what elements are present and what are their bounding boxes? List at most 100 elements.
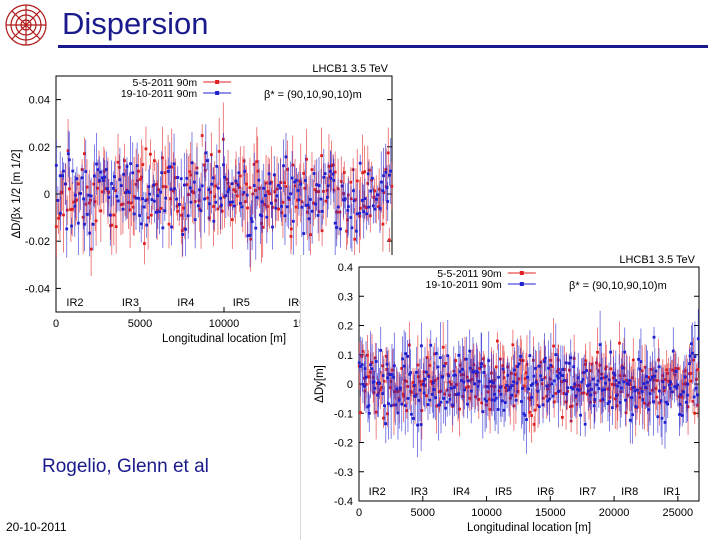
data-point <box>487 359 491 363</box>
data-point <box>426 403 430 406</box>
data-point <box>92 182 96 186</box>
data-point <box>648 401 651 405</box>
data-point <box>75 198 79 202</box>
data-point <box>243 169 247 173</box>
data-point <box>490 398 494 402</box>
data-point <box>461 367 464 371</box>
data-point <box>523 413 527 417</box>
data-point <box>433 379 437 382</box>
data-point <box>294 178 298 182</box>
data-point <box>397 398 401 402</box>
data-point <box>155 208 159 212</box>
data-point <box>400 367 404 370</box>
data-point <box>463 388 466 392</box>
data-point <box>695 377 698 381</box>
data-point <box>76 182 80 186</box>
y-tick-label: 0.3 <box>338 291 353 303</box>
data-point <box>364 375 368 379</box>
data-point <box>477 379 481 383</box>
x-tick-label: 20000 <box>599 507 630 519</box>
data-point <box>586 384 589 388</box>
data-point <box>586 389 590 393</box>
data-point <box>210 182 214 186</box>
data-point <box>314 202 317 206</box>
data-point <box>442 397 446 400</box>
data-point <box>583 422 587 426</box>
data-point <box>487 397 491 401</box>
data-point <box>419 383 423 387</box>
data-point <box>161 185 165 188</box>
data-point <box>386 151 390 155</box>
data-point <box>203 197 207 201</box>
data-point <box>423 377 427 381</box>
data-point <box>481 410 485 413</box>
data-point <box>402 364 406 368</box>
data-point <box>180 229 184 232</box>
data-point <box>315 183 319 187</box>
data-point <box>232 204 236 208</box>
data-point <box>591 377 595 381</box>
y-tick-label: -0.3 <box>334 467 353 479</box>
data-point <box>290 176 294 180</box>
data-point <box>137 169 140 173</box>
data-point <box>501 367 505 371</box>
data-point <box>401 357 405 361</box>
data-point <box>195 171 199 175</box>
data-point <box>631 413 635 417</box>
y-tick-label: 0.1 <box>338 350 353 362</box>
data-point <box>448 380 452 384</box>
data-point <box>610 406 614 410</box>
data-point <box>200 134 204 137</box>
data-point <box>654 369 658 373</box>
data-point <box>416 363 420 367</box>
data-point <box>607 378 611 382</box>
data-point <box>646 380 649 384</box>
data-point <box>484 385 488 388</box>
data-point <box>79 192 83 195</box>
data-point <box>459 379 463 382</box>
data-point <box>213 195 217 198</box>
data-point <box>624 398 627 402</box>
y-tick-label: 0 <box>44 189 50 201</box>
data-point <box>437 390 441 394</box>
data-point <box>376 193 380 197</box>
data-point <box>367 411 371 415</box>
data-point <box>652 400 655 404</box>
data-point <box>281 200 285 204</box>
data-point <box>465 375 469 379</box>
data-point <box>572 357 576 360</box>
data-point <box>340 184 344 188</box>
data-point <box>515 381 519 385</box>
data-point <box>502 408 506 412</box>
data-point <box>61 174 64 178</box>
data-point <box>497 389 501 393</box>
data-point <box>224 194 228 198</box>
data-point <box>464 357 468 361</box>
y-axis-label: ΔD/βx 1/2 [m 1/2] <box>11 149 23 238</box>
data-point <box>328 175 332 179</box>
data-point <box>510 372 513 375</box>
data-point <box>452 373 456 377</box>
data-point <box>331 172 335 176</box>
data-point <box>514 398 518 402</box>
data-point <box>170 165 174 169</box>
data-point <box>193 218 197 222</box>
data-point <box>644 386 647 389</box>
data-point <box>328 169 332 173</box>
data-point <box>110 223 114 227</box>
data-point <box>590 362 594 366</box>
data-point <box>170 225 173 229</box>
data-point <box>534 380 538 384</box>
data-point <box>279 186 282 190</box>
data-point <box>323 172 327 176</box>
data-point <box>128 191 131 194</box>
data-point <box>519 354 522 358</box>
data-point <box>403 404 407 407</box>
data-point <box>169 187 173 191</box>
data-point <box>628 418 632 422</box>
data-point <box>264 181 268 185</box>
data-point <box>454 373 457 377</box>
data-point <box>569 386 573 389</box>
legend-beta-star: β* = (90,10,90,10)m <box>264 89 362 101</box>
data-point <box>528 410 532 414</box>
